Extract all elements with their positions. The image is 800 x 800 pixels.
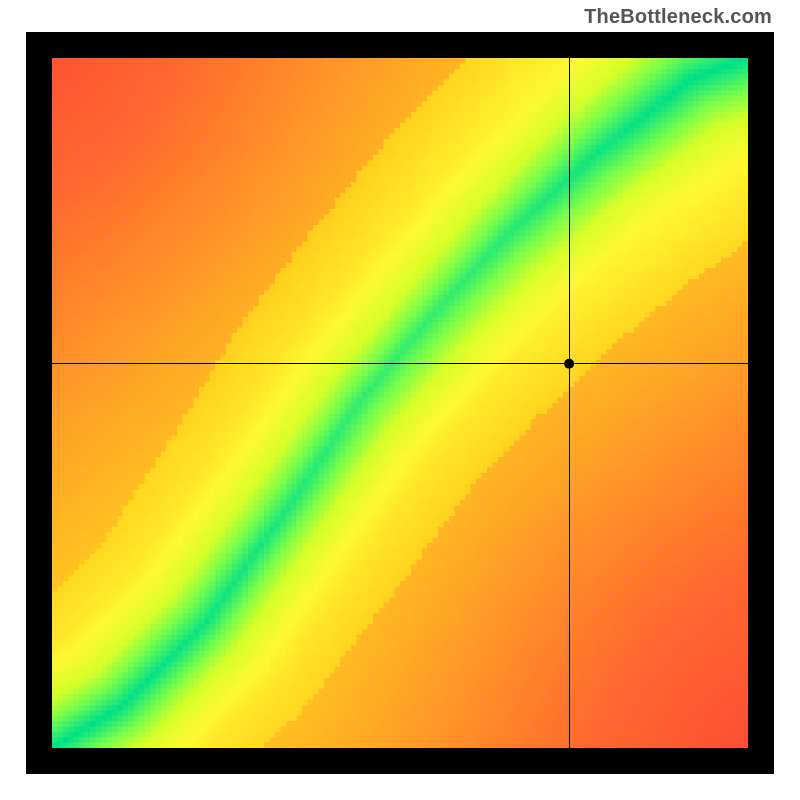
- chart-container: TheBottleneck.com: [0, 0, 800, 800]
- plot-frame: [26, 32, 774, 774]
- attribution-text: TheBottleneck.com: [584, 6, 772, 29]
- crosshair-marker: [52, 58, 748, 748]
